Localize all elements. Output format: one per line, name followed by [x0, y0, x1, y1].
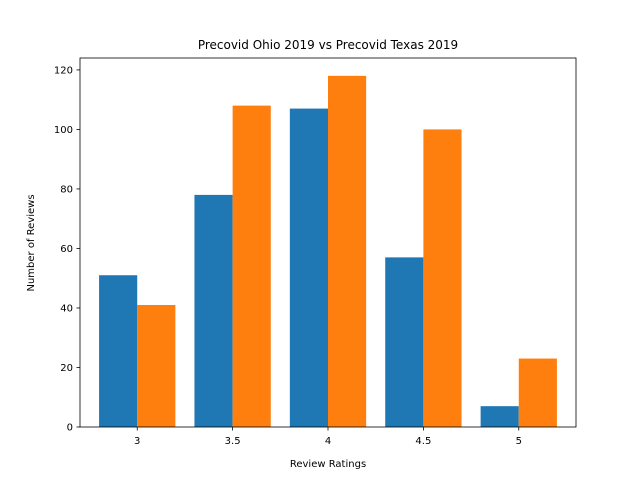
bar-series2-4	[328, 75, 367, 428]
x-tick-label: 5	[516, 436, 522, 447]
bar-series1-4.5	[385, 257, 424, 427]
x-tick-label: 3	[134, 436, 140, 447]
bar-series2-3.5	[232, 105, 271, 427]
y-tick-label: 0	[67, 423, 73, 434]
bar-series2-3	[137, 304, 176, 427]
y-tick-label: 60	[60, 244, 73, 255]
y-tick-label: 80	[60, 184, 73, 195]
bar-series2-5	[518, 358, 557, 427]
y-tick-label: 120	[54, 65, 73, 76]
y-axis-label: Number of Reviews	[26, 194, 37, 291]
bar-series1-4	[289, 108, 328, 427]
y-tick-label: 100	[54, 125, 73, 136]
x-axis: 3 3.5 4 4.5 5	[134, 427, 522, 447]
x-tick-label: 4.5	[415, 436, 431, 447]
y-tick-label: 40	[60, 303, 73, 314]
chart-title: Precovid Ohio 2019 vs Precovid Texas 201…	[198, 38, 458, 52]
y-axis: 0 20 40 60 80 100 120	[54, 65, 80, 434]
bar-series1-3.5	[194, 194, 233, 427]
bar-series1-5	[480, 406, 519, 427]
bars-group	[99, 75, 557, 428]
x-tick-label: 4	[325, 436, 331, 447]
bar-series1-3	[99, 275, 138, 427]
y-tick-label: 20	[60, 363, 73, 374]
x-tick-label: 3.5	[225, 436, 241, 447]
bar-series2-4.5	[423, 129, 462, 427]
x-axis-label: Review Ratings	[290, 459, 366, 470]
